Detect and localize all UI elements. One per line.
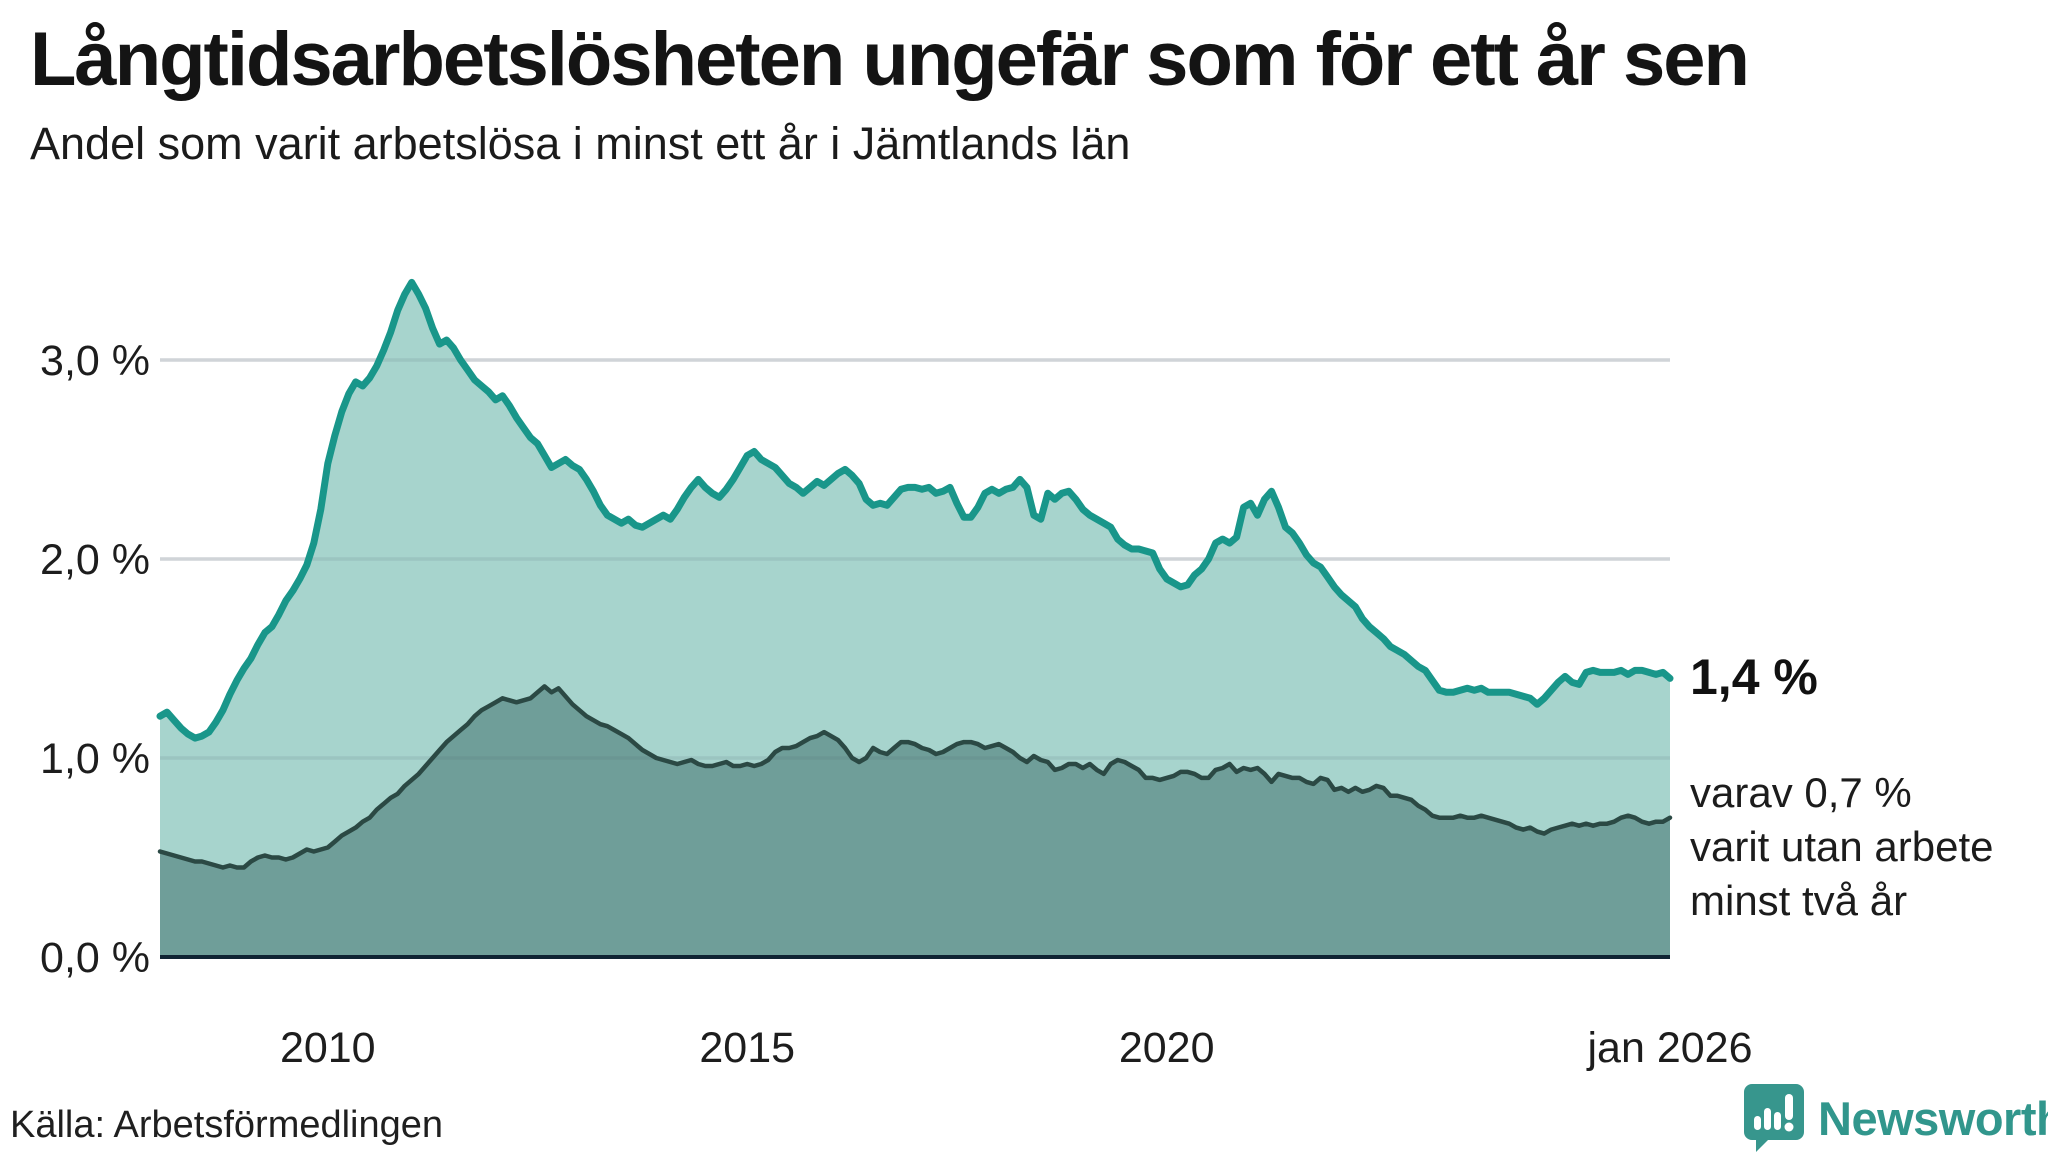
area-fill-two-year <box>160 686 1670 957</box>
y-tick-3,0 %: 3,0 % <box>40 337 150 385</box>
x-tick-2020: 2020 <box>1119 1024 1215 1072</box>
y-tick-2,0 %: 2,0 % <box>40 536 150 584</box>
newsworthy-icon <box>1744 1084 1804 1152</box>
x-tick-2015: 2015 <box>699 1024 795 1072</box>
line-two-year <box>157 684 1673 870</box>
y-tick-0,0 %: 0,0 % <box>40 934 150 982</box>
latest-value-label: 1,4 % <box>1690 649 1818 705</box>
x-tick-2010: 2010 <box>280 1024 376 1072</box>
x-axis-labels: 2010 2015 2020 jan 2026 <box>280 1024 1753 1072</box>
chart-subtitle: Andel som varit arbetslösa i minst ett å… <box>30 118 1131 169</box>
x-tick-jan 2026: jan 2026 <box>1586 1024 1753 1072</box>
gridline-overlay <box>160 358 1670 760</box>
line-one-year <box>156 278 1674 742</box>
y-axis-labels: 0,0 % 1,0 % 2,0 % 3,0 % <box>40 337 150 982</box>
two-year-note-label: varav 0,7 % varit utan arbete minst två … <box>1690 769 1994 924</box>
newsworthy-wordmark: Newsworthy <box>1818 1091 2048 1145</box>
source-note: Källa: Arbetsförmedlingen <box>10 1104 444 1146</box>
newsworthy-logo: Newsworthy <box>1742 1082 2048 1154</box>
chart-title: Långtidsarbetslösheten ungefär som för e… <box>30 17 1750 102</box>
y-tick-1,0 %: 1,0 % <box>40 735 150 783</box>
